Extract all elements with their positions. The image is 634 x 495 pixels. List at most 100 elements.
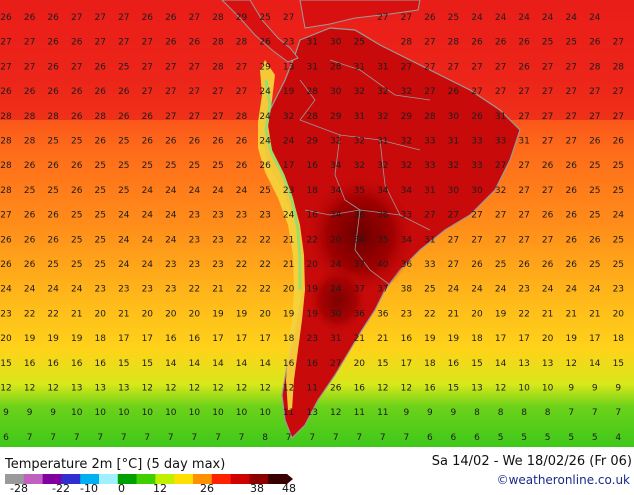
grid-value: 8 [498, 408, 504, 418]
grid-value: 35 [354, 186, 365, 196]
grid-value: 24 [212, 186, 224, 196]
grid-value: 27 [589, 112, 600, 122]
grid-value: 19 [448, 334, 460, 344]
grid-value: 18 [94, 334, 106, 344]
grid-value: 23 [165, 285, 176, 295]
grid-value: 26 [518, 38, 530, 48]
color-scale-swatch [136, 474, 156, 484]
grid-value: 31 [377, 62, 388, 72]
grid-value: 30 [448, 186, 460, 196]
grid-value: 34 [330, 186, 342, 196]
grid-value: 14 [165, 359, 177, 369]
grid-value: 27 [448, 235, 459, 245]
grid-value: 27 [542, 112, 553, 122]
grid-value: 27 [495, 62, 506, 72]
grid-value: 26 [259, 38, 271, 48]
grid-value: 26 [542, 211, 554, 221]
grid-value: 10 [236, 408, 248, 418]
grid-value: 26 [471, 112, 483, 122]
grid-value: 20 [613, 309, 625, 319]
grid-value: 6 [3, 433, 9, 443]
grid-value: 26 [518, 62, 530, 72]
grid-value: 17 [495, 334, 506, 344]
credit-link[interactable]: ©weatheronline.co.uk [496, 473, 630, 487]
grid-value: 29 [330, 112, 342, 122]
grid-value: 27 [518, 112, 529, 122]
grid-value: 16 [306, 211, 318, 221]
grid-value: 32 [354, 137, 365, 147]
grid-value: 28 [212, 13, 224, 23]
grid-value: 19 [495, 309, 507, 319]
grid-value: 25 [165, 161, 176, 171]
grid-value: 24 [330, 285, 342, 295]
grid-value: 19 [306, 285, 318, 295]
grid-value: 27 [212, 87, 223, 97]
grid-value: 22 [189, 285, 200, 295]
grid-value: 10 [165, 408, 177, 418]
grid-value: 26 [165, 13, 177, 23]
grid-value: 22 [24, 309, 35, 319]
grid-value: 32 [377, 87, 388, 97]
grid-value: 20 [142, 309, 154, 319]
grid-value: 5 [568, 433, 574, 443]
grid-value: 26 [565, 161, 577, 171]
grid-value: 34 [401, 186, 413, 196]
grid-value: 25 [94, 260, 105, 270]
grid-value: 26 [589, 235, 601, 245]
grid-value: 9 [50, 408, 56, 418]
grid-value: 20 [259, 309, 271, 319]
grid-value: 23 [283, 38, 294, 48]
grid-value: 26 [518, 260, 530, 270]
grid-value: 24 [259, 137, 271, 147]
grid-value: 26 [47, 62, 59, 72]
grid-value: 27 [565, 62, 576, 72]
grid-value: 25 [47, 137, 58, 147]
grid-value: 31 [495, 112, 506, 122]
grid-value: 7 [168, 433, 174, 443]
grid-value: 25 [613, 235, 624, 245]
grid-value: 28 [212, 62, 224, 72]
grid-value: 24 [236, 186, 248, 196]
grid-value: 9 [27, 408, 33, 418]
grid-value: 26 [565, 186, 577, 196]
grid-value: 12 [24, 384, 35, 394]
grid-value: 16 [448, 359, 460, 369]
color-scale-swatch [193, 474, 213, 484]
grid-value: 11 [354, 408, 365, 418]
grid-value: 22 [47, 309, 58, 319]
grid-value: 15 [471, 359, 482, 369]
grid-value: 7 [286, 433, 292, 443]
color-scale-tick: 48 [282, 482, 296, 495]
grid-value: 7 [192, 433, 198, 443]
grid-value: 22 [306, 235, 317, 245]
grid-value: 28 [236, 38, 248, 48]
grid-value: 21 [589, 309, 600, 319]
grid-value: 36 [354, 309, 366, 319]
grid-value: 25 [71, 260, 82, 270]
color-scale-tick: 0 [118, 482, 125, 495]
grid-value: 27 [142, 87, 153, 97]
grid-value: 26 [495, 38, 507, 48]
grid-value: 16 [47, 359, 59, 369]
grid-value: 27 [236, 87, 247, 97]
grid-value: 25 [71, 137, 82, 147]
grid-value: 26 [24, 235, 36, 245]
grid-value: 24 [259, 112, 271, 122]
grid-value: 24 [589, 13, 601, 23]
grid-value: 25 [47, 260, 58, 270]
grid-value: 28 [613, 62, 625, 72]
grid-value: 23 [189, 235, 200, 245]
grid-value: 16 [189, 334, 201, 344]
grid-value: 24 [142, 260, 154, 270]
grid-value: 24 [495, 13, 507, 23]
grid-value: 21 [448, 309, 459, 319]
grid-value: 31 [306, 38, 317, 48]
grid-value: 8 [262, 433, 268, 443]
grid-value: 19 [424, 334, 436, 344]
grid-value: 24 [518, 13, 530, 23]
grid-value: 10 [94, 408, 106, 418]
grid-value: 25 [71, 235, 82, 245]
grid-value: 11 [377, 408, 388, 418]
grid-value: 27 [495, 211, 506, 221]
grid-value: 26 [47, 87, 59, 97]
